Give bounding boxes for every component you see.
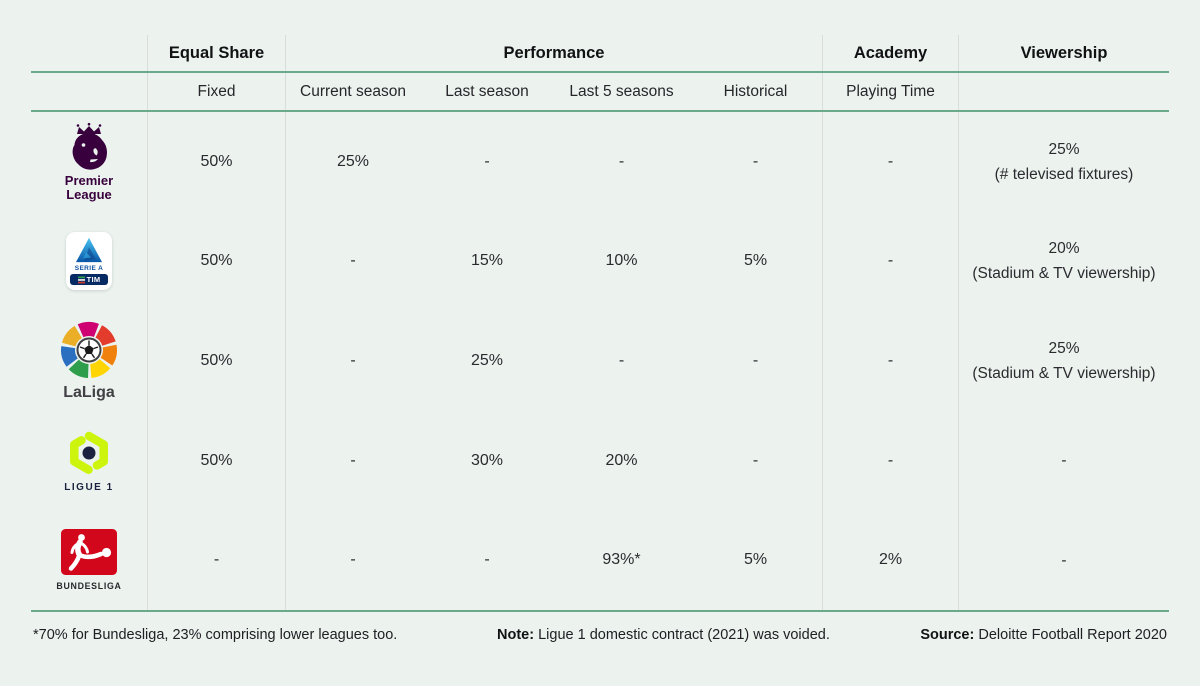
subheader-fixed: Fixed — [148, 73, 286, 110]
separator-line-bottom — [31, 609, 1169, 612]
bundesliga-player-icon — [61, 529, 117, 576]
table-row-serie-a: SERIE A TIM 50% - 15% 10% 5% - 20% (Stad… — [31, 211, 1169, 312]
cell-viewership: 20% (Stadium & TV viewership) — [972, 240, 1156, 283]
cell-last-season: - — [484, 551, 490, 569]
group-header-row: Equal Share Performance Academy Viewersh… — [31, 35, 1169, 71]
subheader-playing-time: Playing Time — [823, 73, 959, 110]
cell-fixed: 50% — [148, 211, 286, 312]
cell-last-5-seasons: - — [618, 152, 625, 170]
premier-league-lion-icon — [72, 123, 107, 170]
laliga-label: LaLiga — [63, 383, 115, 401]
revenue-distribution-table: Equal Share Performance Academy Viewersh… — [31, 35, 1169, 647]
cell-playing-time: - — [823, 112, 959, 212]
serie-a-tim-bar: TIM — [70, 274, 108, 286]
laliga-ball-icon — [60, 321, 117, 378]
serie-a-triangle-icon — [75, 238, 103, 263]
table-row-laliga: LaLiga 50% - 25% - - - 25% (Stadium & TV… — [31, 311, 1169, 411]
cell-historical: - — [689, 112, 823, 212]
cell-last-season: 15% — [470, 252, 504, 270]
cell-fixed: - — [148, 510, 286, 610]
ligue-1-logo: LIGUE 1 — [31, 410, 148, 511]
premier-league-label: Premier League — [64, 173, 114, 202]
cell-viewership: 25% (# televised fixtures) — [994, 140, 1134, 183]
premier-league-logo: Premier League — [31, 112, 148, 212]
cell-viewership: 25% (Stadium & TV viewership) — [972, 339, 1156, 382]
cell-last-5-seasons: - — [618, 351, 625, 369]
cell-historical: - — [689, 311, 823, 411]
cell-last-season: 30% — [470, 451, 504, 469]
cell-last-season: 25% — [470, 351, 504, 369]
group-header-viewership: Viewership — [1020, 43, 1108, 62]
footnote-text: *70% for Bundesliga, 23% comprising lowe… — [33, 626, 398, 643]
group-header-equal-share: Equal Share — [148, 35, 286, 71]
cell-fixed: 50% — [148, 410, 286, 511]
subheader-row: Fixed Current season Last season Last 5 … — [31, 73, 1169, 110]
footer: *70% for Bundesliga, 23% comprising lowe… — [31, 627, 1169, 647]
separator-line-header — [31, 110, 1169, 112]
group-header-academy: Academy — [823, 35, 959, 71]
note-text: Note: Ligue 1 domestic contract (2021) w… — [497, 626, 830, 643]
cell-current-season: - — [350, 351, 356, 369]
cell-last-5-seasons: 20% — [605, 451, 638, 469]
cell-current-season: - — [350, 551, 356, 569]
league-column-header-empty — [31, 35, 148, 71]
serie-a-card: SERIE A TIM — [66, 232, 112, 291]
separator-line-top — [31, 71, 1169, 73]
cell-last-season: - — [484, 152, 490, 170]
cell-historical: 5% — [689, 510, 823, 610]
cell-last-5-seasons: 10% — [605, 252, 638, 270]
subheader-historical: Historical — [689, 73, 823, 110]
subheader-empty-league — [31, 73, 148, 110]
tim-label: TIM — [86, 275, 101, 285]
cell-historical: 5% — [689, 211, 823, 312]
cell-viewership: - — [1061, 452, 1067, 470]
group-header-performance: Performance — [286, 35, 823, 71]
table-row-bundesliga: BUNDESLIGA - - - 93%* 5% 2% - — [31, 510, 1169, 610]
cell-playing-time: 2% — [823, 510, 959, 610]
ligue-1-label: LIGUE 1 — [64, 482, 114, 494]
table-row-premier-league: Premier League 50% 25% - - - - 25% (# te… — [31, 112, 1169, 212]
cell-playing-time: - — [823, 211, 959, 312]
cell-playing-time: - — [823, 410, 959, 511]
subheader-last-5-seasons: Last 5 seasons — [569, 82, 674, 100]
cell-fixed: 50% — [148, 112, 286, 212]
ligue-1-hexagon-icon — [70, 431, 108, 475]
cell-historical: - — [689, 410, 823, 511]
subheader-last-season: Last season — [445, 82, 529, 100]
bundesliga-label: BUNDESLIGA — [56, 581, 122, 592]
cell-current-season: - — [350, 451, 356, 469]
cell-fixed: 50% — [148, 311, 286, 411]
cell-current-season: 25% — [336, 152, 370, 170]
bundesliga-logo: BUNDESLIGA — [31, 510, 148, 610]
table-row-ligue-1: LIGUE 1 50% - 30% 20% - - - — [31, 410, 1169, 511]
serie-a-logo: SERIE A TIM — [31, 211, 148, 312]
tim-flag-icon — [77, 276, 85, 284]
cell-current-season: - — [350, 252, 356, 270]
subheader-empty-viewership — [959, 73, 1169, 110]
laliga-logo: LaLiga — [31, 311, 148, 411]
source-text: Source: Deloitte Football Report 2020 — [920, 626, 1167, 643]
subheader-current-season: Current season — [300, 82, 406, 100]
cell-last-5-seasons: 93%* — [602, 551, 641, 569]
cell-playing-time: - — [823, 311, 959, 411]
cell-viewership: - — [1061, 551, 1067, 569]
serie-a-label: SERIE A — [74, 265, 104, 273]
